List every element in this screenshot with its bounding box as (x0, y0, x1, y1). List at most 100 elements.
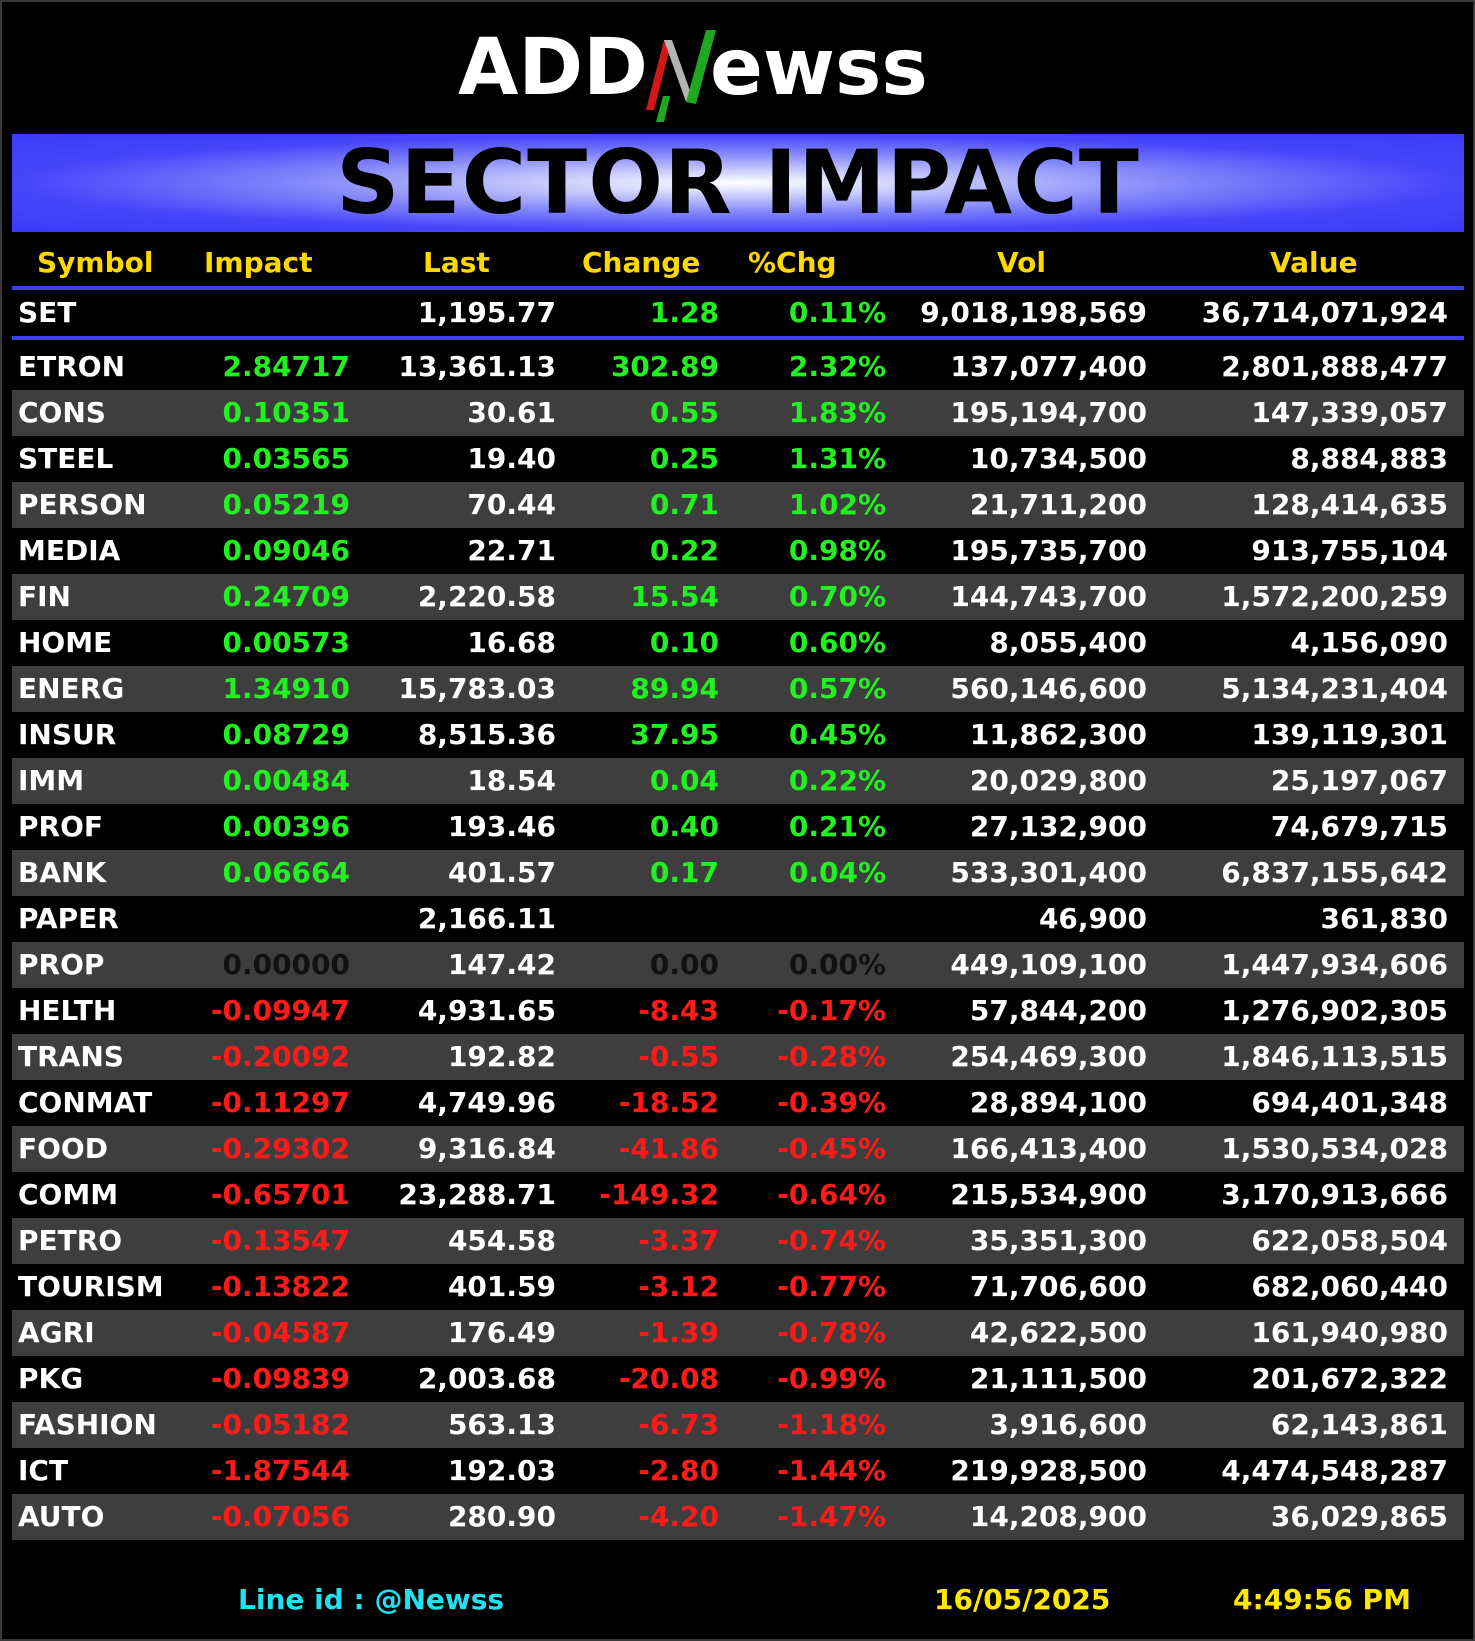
cell-value: 62,143,861 (1270, 1408, 1448, 1441)
cell-last: 4,749.96 (417, 1086, 556, 1119)
logo-text-add: ADD (458, 23, 648, 113)
cell-pct: 0.98% (788, 534, 886, 567)
table-row: HOME 0.00573 16.68 0.10 0.60% 8,055,400 4,156,… (12, 620, 1464, 666)
cell-last: 401.57 (447, 856, 556, 889)
table-row: ENERG 1.34910 15,783.03 89.94 0.57% 560,146,6… (12, 666, 1464, 712)
cell-change: -3.37 (638, 1224, 719, 1257)
cell-impact: 0.03565 (222, 442, 350, 475)
sector-rows: ETRON 2.84717 13,361.13 302.89 2.32% 137,077,… (12, 344, 1464, 1540)
cell-impact: -0.13822 (210, 1270, 350, 1303)
cell-change: -0.55 (638, 1040, 719, 1073)
cell-change: 0.04 (649, 764, 719, 797)
table-row: TRANS -0.20092 192.82 -0.55 -0.28% 254,469,30… (12, 1034, 1464, 1080)
cell-pct: -1.47% (777, 1500, 886, 1533)
logo-n-icon (645, 30, 716, 122)
cell-vol: 57,844,200 (969, 994, 1147, 1027)
cell-vol: 254,469,300 (950, 1040, 1147, 1073)
cell-vol: 137,077,400 (950, 350, 1147, 383)
cell-impact: -0.20092 (210, 1040, 350, 1073)
cell-impact: 0.06664 (222, 856, 350, 889)
cell-pct: -0.77% (777, 1270, 886, 1303)
col-value-header: Value (1270, 246, 1358, 279)
header-divider (12, 286, 1464, 290)
cell-vol: 166,413,400 (950, 1132, 1147, 1165)
cell-symbol: PROF (18, 810, 104, 843)
cell-last: 193.46 (447, 810, 556, 843)
table-row: HELTH -0.09947 4,931.65 -8.43 -0.17% 57,844,2… (12, 988, 1464, 1034)
cell-vol: 71,706,600 (969, 1270, 1147, 1303)
sector-impact-banner: SECTOR IMPACT (12, 134, 1464, 232)
cell-value: 5,134,231,404 (1221, 672, 1448, 705)
cell-change: 0.71 (649, 488, 719, 521)
cell-pct: -0.78% (777, 1316, 886, 1349)
cell-change: -8.43 (638, 994, 719, 1027)
line-id-label: Line id : @Newss (238, 1583, 505, 1616)
cell-pct: 0.04% (788, 856, 886, 889)
cell-change: 89.94 (630, 672, 719, 705)
cell-vol: 215,534,900 (950, 1178, 1147, 1211)
table-row: PETRO -0.13547 454.58 -3.37 -0.74% 35,351,300… (12, 1218, 1464, 1264)
cell-symbol: CONS (18, 396, 106, 429)
cell-change: 0.17 (649, 856, 719, 889)
col-impact-header: Impact (204, 246, 313, 279)
cell-last: 30.61 (467, 396, 556, 429)
cell-symbol: COMM (18, 1178, 119, 1211)
cell-change: -149.32 (599, 1178, 719, 1211)
cell-symbol: BANK (18, 856, 107, 889)
addnewss-logo: ADD ewss (0, 22, 1475, 122)
cell-impact: 0.00396 (222, 810, 350, 843)
cell-symbol: INSUR (18, 718, 117, 751)
cell-value: 25,197,067 (1270, 764, 1448, 797)
cell-last: 563.13 (447, 1408, 556, 1441)
table-row: TOURISM -0.13822 401.59 -3.12 -0.77% 71,706,6… (12, 1264, 1464, 1310)
cell-symbol: AUTO (18, 1500, 105, 1533)
cell-symbol: TRANS (18, 1040, 124, 1073)
cell-impact: 0.05219 (222, 488, 350, 521)
cell-pct: -0.64% (777, 1178, 886, 1211)
set-index-row: SET 1,195.77 1.28 0.11% 9,018,198,569 36… (12, 290, 1464, 336)
logo-graphic: ADD ewss (458, 23, 928, 122)
logo-text-ewss: ewss (710, 23, 928, 113)
cell-change: -41.86 (618, 1132, 719, 1165)
table-row: AUTO -0.07056 280.90 -4.20 -1.47% 14,208,900 3… (12, 1494, 1464, 1540)
cell-vol: 28,894,100 (969, 1086, 1147, 1119)
cell-value: 1,276,902,305 (1221, 994, 1448, 1027)
set-divider (12, 336, 1464, 340)
cell-value: 6,837,155,642 (1221, 856, 1448, 889)
cell-impact: -0.09947 (210, 994, 350, 1027)
banner-title: SECTOR IMPACT (336, 131, 1140, 234)
cell-impact: -0.04587 (210, 1316, 350, 1349)
cell-value: 8,884,883 (1290, 442, 1448, 475)
cell-change: 0.00 (649, 948, 719, 981)
cell-symbol: IMM (18, 764, 85, 797)
set-symbol: SET (18, 296, 77, 329)
cell-change: 0.40 (649, 810, 719, 843)
cell-impact: -0.05182 (210, 1408, 350, 1441)
cell-last: 176.49 (447, 1316, 556, 1349)
cell-last: 2,220.58 (417, 580, 556, 613)
cell-symbol: ENERG (18, 672, 125, 705)
cell-symbol: TOURISM (18, 1270, 164, 1303)
cell-last: 2,003.68 (417, 1362, 556, 1395)
cell-change: -6.73 (638, 1408, 719, 1441)
cell-impact: -0.65701 (210, 1178, 350, 1211)
cell-pct: -1.44% (777, 1454, 886, 1487)
set-vol: 9,018,198,569 (920, 296, 1147, 329)
cell-value: 36,029,865 (1270, 1500, 1448, 1533)
cell-symbol: STEEL (18, 442, 114, 475)
cell-value: 622,058,504 (1251, 1224, 1448, 1257)
col-last-header: Last (423, 246, 490, 279)
table-row: PAPER 2,166.11 46,900 361,830 (12, 896, 1464, 942)
footer-time: 4:49:56 PM (1233, 1583, 1411, 1616)
cell-pct: 0.00% (788, 948, 886, 981)
cell-last: 19.40 (467, 442, 556, 475)
cell-vol: 533,301,400 (950, 856, 1147, 889)
cell-value: 201,672,322 (1251, 1362, 1448, 1395)
table-row: FASHION -0.05182 563.13 -6.73 -1.18% 3,916,60… (12, 1402, 1464, 1448)
table-header: Symbol Impact Last Change %Chg Vol Value (12, 240, 1464, 286)
cell-last: 280.90 (447, 1500, 556, 1533)
cell-symbol: PERSON (18, 488, 147, 521)
table-row: CONS 0.10351 30.61 0.55 1.83% 195,194,700 147,… (12, 390, 1464, 436)
cell-vol: 35,351,300 (969, 1224, 1147, 1257)
cell-last: 18.54 (467, 764, 556, 797)
